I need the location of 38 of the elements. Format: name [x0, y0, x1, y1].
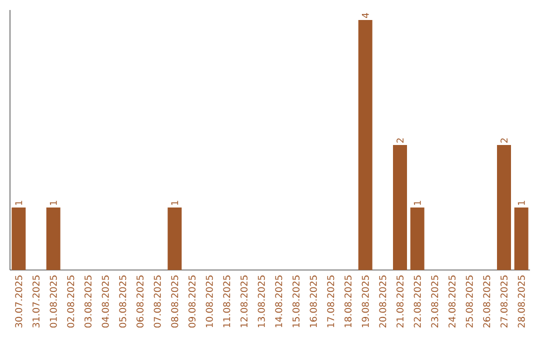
- x-tick-label: 10.08.2025: [206, 276, 213, 328]
- x-tick-label: 25.08.2025: [466, 276, 473, 328]
- x-tick-label: 07.08.2025: [154, 276, 161, 328]
- x-tick-label: 06.08.2025: [136, 276, 144, 328]
- x-tick-label: 14.08.2025: [275, 276, 282, 328]
- data-label: 2: [396, 138, 404, 143]
- x-tick-label: 09.08.2025: [188, 276, 196, 328]
- x-tick-label: 03.08.2025: [84, 276, 92, 328]
- x-tick-label: 12.08.2025: [240, 276, 248, 328]
- x-tick-label: 22.08.2025: [414, 276, 421, 328]
- x-tick-label: 19.08.2025: [362, 276, 369, 328]
- data-label: 1: [518, 200, 525, 205]
- data-label: 1: [15, 200, 22, 205]
- x-tick-label: 27.08.2025: [500, 276, 508, 328]
- x-tick-label: 17.08.2025: [327, 276, 334, 328]
- x-tick-label: 05.08.2025: [119, 276, 126, 328]
- data-label: 1: [414, 200, 421, 205]
- x-tick-label: 28.08.2025: [518, 276, 525, 328]
- data-label: 2: [500, 138, 508, 143]
- x-tick-label: 01.08.2025: [50, 276, 57, 328]
- x-tick-label: 21.08.2025: [396, 276, 404, 328]
- x-tick-label: 26.08.2025: [483, 276, 490, 328]
- x-tick-label: 11.08.2025: [223, 276, 230, 328]
- x-tick-label: 13.08.2025: [258, 276, 265, 328]
- x-tick-label: 08.08.2025: [171, 276, 178, 328]
- data-label: 1: [171, 200, 178, 205]
- x-tick-label: 30.07.2025: [15, 276, 22, 328]
- x-tick-label: 04.08.2025: [102, 276, 109, 328]
- x-tick-label: 16.08.2025: [310, 276, 317, 328]
- x-tick-label: 24.08.2025: [448, 276, 456, 328]
- data-label: 4: [362, 12, 369, 18]
- x-tick-label: 23.08.2025: [431, 276, 438, 328]
- x-tick-label: 31.07.2025: [32, 276, 40, 328]
- x-tick-label: 02.08.2025: [67, 276, 74, 328]
- data-label: 1: [50, 200, 57, 205]
- x-tick-label: 18.08.2025: [344, 276, 352, 328]
- x-tick-label: 20.08.2025: [379, 276, 386, 328]
- x-tick-label: 15.08.2025: [292, 276, 300, 328]
